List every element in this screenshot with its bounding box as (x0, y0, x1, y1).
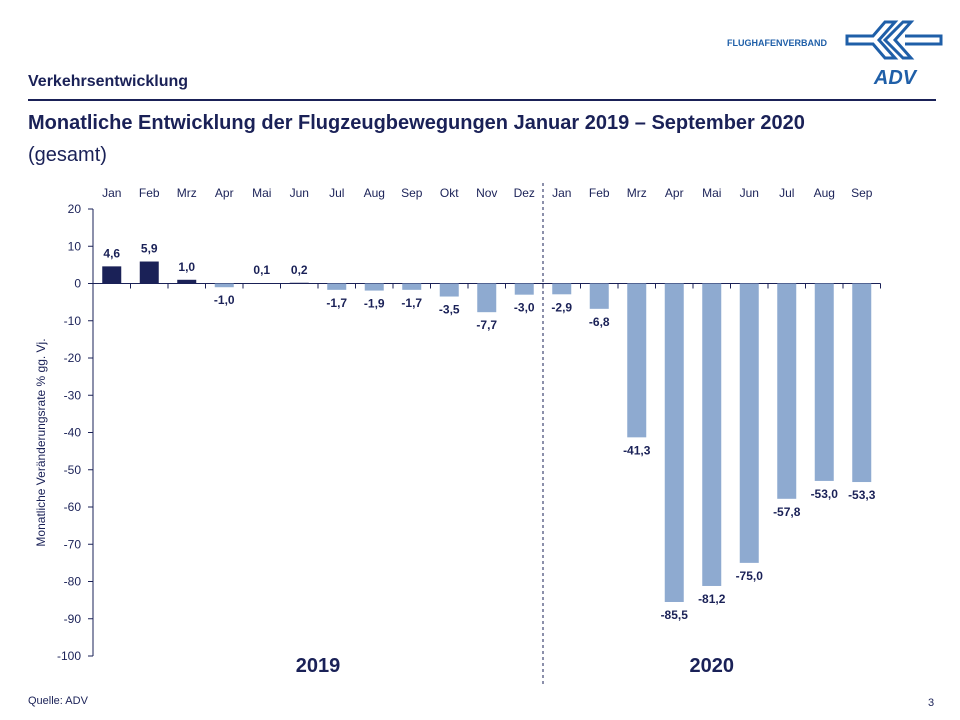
data-label: -7,7 (476, 318, 497, 332)
y-tick-label: -90 (64, 612, 82, 626)
x-tick-label: Jan (552, 186, 571, 200)
bar (739, 283, 759, 563)
x-tick-label: Jul (329, 186, 344, 200)
y-tick-label: -10 (64, 314, 82, 328)
x-tick-label: Apr (665, 186, 684, 200)
x-tick-label: Jan (102, 186, 121, 200)
bar (664, 283, 684, 602)
bar (439, 283, 459, 297)
data-label: -1,9 (364, 297, 385, 311)
year-label: 2019 (296, 655, 341, 677)
data-label: 4,6 (103, 246, 120, 260)
x-tick-label: Jul (779, 186, 794, 200)
bar (814, 283, 834, 481)
bar (177, 279, 197, 284)
bar (102, 266, 122, 284)
data-label: -41,3 (623, 443, 651, 457)
bar (327, 283, 347, 290)
x-tick-label: Jun (740, 186, 759, 200)
bar (589, 283, 609, 309)
x-tick-label: Mrz (177, 186, 197, 200)
data-label: 1,0 (178, 260, 195, 274)
bar (702, 283, 722, 586)
bar (214, 283, 234, 288)
data-label: -3,0 (514, 301, 535, 315)
x-tick-label: Feb (589, 186, 610, 200)
data-label: -1,7 (401, 296, 422, 310)
data-label: -85,5 (661, 608, 689, 622)
x-tick-label: Mai (702, 186, 721, 200)
y-tick-label: -80 (64, 575, 82, 589)
year-label: 2020 (690, 655, 735, 677)
x-tick-label: Sep (851, 186, 873, 200)
data-label: -6,8 (589, 315, 610, 329)
y-tick-label: -50 (64, 463, 82, 477)
data-label: -1,7 (326, 296, 347, 310)
y-tick-label: -30 (64, 388, 82, 402)
data-label: 0,2 (291, 263, 308, 277)
y-axis-label: Monatliche Veränderungsrate % gg. Vj. (34, 338, 48, 546)
y-tick-label: 10 (68, 239, 82, 253)
bar (514, 283, 534, 295)
source-note: Quelle: ADV (28, 695, 88, 707)
section-heading: Verkehrsentwicklung (28, 73, 189, 90)
bar (627, 283, 647, 438)
x-tick-label: Mrz (627, 186, 647, 200)
data-label: -57,8 (773, 505, 801, 519)
data-label: -1,0 (214, 293, 235, 307)
y-tick-label: 20 (68, 202, 82, 216)
x-tick-label: Aug (814, 186, 835, 200)
x-tick-label: Aug (364, 186, 385, 200)
chart-title: Monatliche Entwicklung der Flugzeugbeweg… (28, 112, 805, 134)
data-label: -3,5 (439, 303, 460, 317)
logo-text: FLUGHAFENVERBAND (727, 38, 827, 48)
data-label: -53,0 (811, 487, 839, 501)
adv-logo-icon: ADV (845, 20, 943, 89)
x-tick-label: Okt (440, 186, 459, 200)
bar (552, 283, 572, 295)
y-tick-label: -60 (64, 500, 82, 514)
x-tick-label: Jun (290, 186, 309, 200)
bar (364, 283, 384, 291)
y-tick-label: 0 (74, 277, 81, 291)
x-tick-label: Dez (514, 186, 535, 200)
data-label: -2,9 (551, 300, 572, 314)
data-label: 5,9 (141, 242, 158, 256)
data-label: 0,1 (253, 263, 270, 277)
bar (402, 283, 422, 290)
x-tick-label: Sep (401, 186, 423, 200)
data-label: -81,2 (698, 592, 726, 606)
bar (777, 283, 797, 499)
divider (28, 99, 936, 101)
y-tick-label: -70 (64, 537, 82, 551)
bar (252, 283, 272, 284)
page-number: 3 (928, 697, 935, 709)
data-label: -75,0 (736, 569, 764, 583)
y-tick-label: -40 (64, 426, 82, 440)
chart-subtitle: (gesamt) (28, 144, 107, 166)
x-tick-label: Nov (476, 186, 497, 200)
y-tick-label: -100 (57, 649, 81, 663)
y-tick-label: -20 (64, 351, 82, 365)
x-tick-label: Apr (215, 186, 234, 200)
data-label: -53,3 (848, 488, 876, 502)
bar (852, 283, 872, 483)
logo-mark: ADV (873, 67, 918, 89)
bar (289, 282, 309, 284)
bar (139, 261, 159, 284)
x-tick-label: Mai (252, 186, 271, 200)
bar (477, 283, 497, 313)
x-tick-label: Feb (139, 186, 160, 200)
